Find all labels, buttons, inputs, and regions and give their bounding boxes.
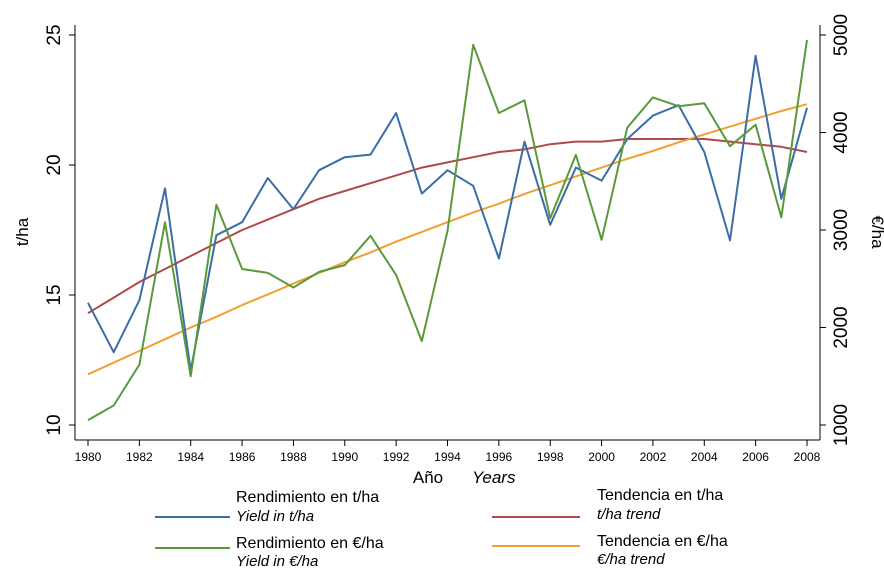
right-y-tick-label: 5000 [831, 14, 852, 56]
right-y-tick-label: 2000 [831, 306, 852, 348]
x-tick-label: 1992 [383, 450, 410, 464]
legend-sublabel-trend-euro: €/ha trend [597, 551, 665, 568]
x-tick-label: 1982 [126, 450, 153, 464]
left-y-tick-label: 25 [44, 24, 65, 45]
series-line-yield-euro [87, 39, 808, 421]
legend-label-yield-euro: Rendimiento en €/ha [236, 535, 384, 552]
legend-label-yield-tha: Rendimiento en t/ha [236, 489, 379, 506]
series-lines [87, 39, 808, 421]
x-tick-label: 2002 [640, 450, 667, 464]
right-y-axis-ticks: 1000 2000 3000 4000 5000 [820, 14, 852, 446]
x-axis-title-english: Years [472, 468, 516, 487]
x-tick-label: 1988 [280, 450, 307, 464]
x-tick-label: 2004 [691, 450, 718, 464]
x-tick-label: 2008 [794, 450, 821, 464]
legend-label-trend-tha: Tendencia en t/ha [597, 487, 723, 504]
left-y-tick-label: 15 [44, 284, 65, 305]
legend: Rendimiento en t/ha Yield in t/ha Tenden… [155, 487, 728, 570]
right-y-tick-label: 1000 [831, 404, 852, 446]
left-y-axis-title: t/ha [13, 217, 32, 246]
x-tick-label: 2006 [742, 450, 769, 464]
x-tick-label: 1990 [331, 450, 358, 464]
legend-sublabel-yield-euro: Yield in €/ha [236, 553, 318, 570]
series-line-trend-euro [87, 103, 808, 376]
x-tick-label: 2000 [588, 450, 615, 464]
x-tick-label: 1996 [486, 450, 513, 464]
right-y-tick-label: 3000 [831, 209, 852, 251]
left-y-axis-ticks: 10 15 20 25 [44, 24, 75, 436]
legend-sublabel-trend-tha: t/ha trend [597, 506, 661, 523]
right-y-tick-label: 4000 [831, 111, 852, 153]
x-tick-label: 1984 [177, 450, 204, 464]
x-tick-label: 1998 [537, 450, 564, 464]
x-axis-title: Año [413, 468, 443, 487]
left-y-tick-label: 10 [44, 414, 65, 435]
left-y-tick-label: 20 [44, 154, 65, 175]
x-axis-ticks: 1980 1982 1984 1986 1988 1990 1992 1994 1996 1998… [75, 440, 821, 464]
x-tick-label: 1980 [75, 450, 102, 464]
legend-sublabel-yield-tha: Yield in t/ha [236, 508, 314, 525]
x-tick-label: 1986 [229, 450, 256, 464]
right-y-axis-title: €/ha [868, 215, 884, 249]
legend-label-trend-euro: Tendencia en €/ha [597, 533, 728, 550]
x-tick-label: 1994 [434, 450, 461, 464]
series-line-yield-tha [87, 54, 808, 372]
